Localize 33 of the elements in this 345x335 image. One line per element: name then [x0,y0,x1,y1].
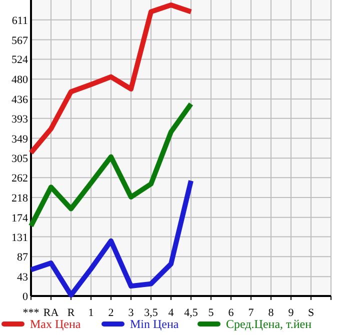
y-tick-label: 218 [12,192,28,204]
y-tick-label: 262 [12,172,28,185]
x-tick-label: 5 [208,307,214,319]
y-tick-label: 524 [12,54,28,66]
x-tick-label: *** [22,307,40,319]
x-tick-label: 1 [88,307,94,319]
legend-label: Min Цена [130,317,180,331]
y-tick-label: 131 [12,232,28,244]
x-tick-label: RA [43,307,59,319]
x-tick-label: 6 [228,307,234,319]
y-tick-label: 87 [17,252,28,264]
x-tick-label: 3 [128,307,134,319]
x-tick-label: 3,5 [144,307,158,319]
y-tick-label: 174 [12,212,28,224]
y-tick-label: 567 [12,34,28,47]
y-tick-label: 0 [22,291,28,303]
y-tick-label: 480 [12,74,28,86]
y-tick-label: 393 [12,113,28,126]
x-tick-label: 4,5 [184,307,198,319]
y-tick-label: 305 [12,153,28,166]
x-tick-label: 9 [288,307,294,319]
x-tick-label: S [308,307,314,319]
x-tick-label: R [67,307,76,319]
y-tick-label: 349 [12,133,28,146]
y-tick-label: 436 [12,94,28,106]
y-tick-label: 611 [12,14,28,27]
legend-label: Max Цена [30,317,82,331]
y-tick-label: 43 [17,272,28,284]
x-tick-label: 2 [108,307,114,319]
x-tick-label: 7 [248,307,254,319]
x-tick-label: 4 [168,307,174,319]
x-tick-label: 8 [268,307,274,319]
legend-label: Сред.Цена, т.йен [226,317,312,331]
